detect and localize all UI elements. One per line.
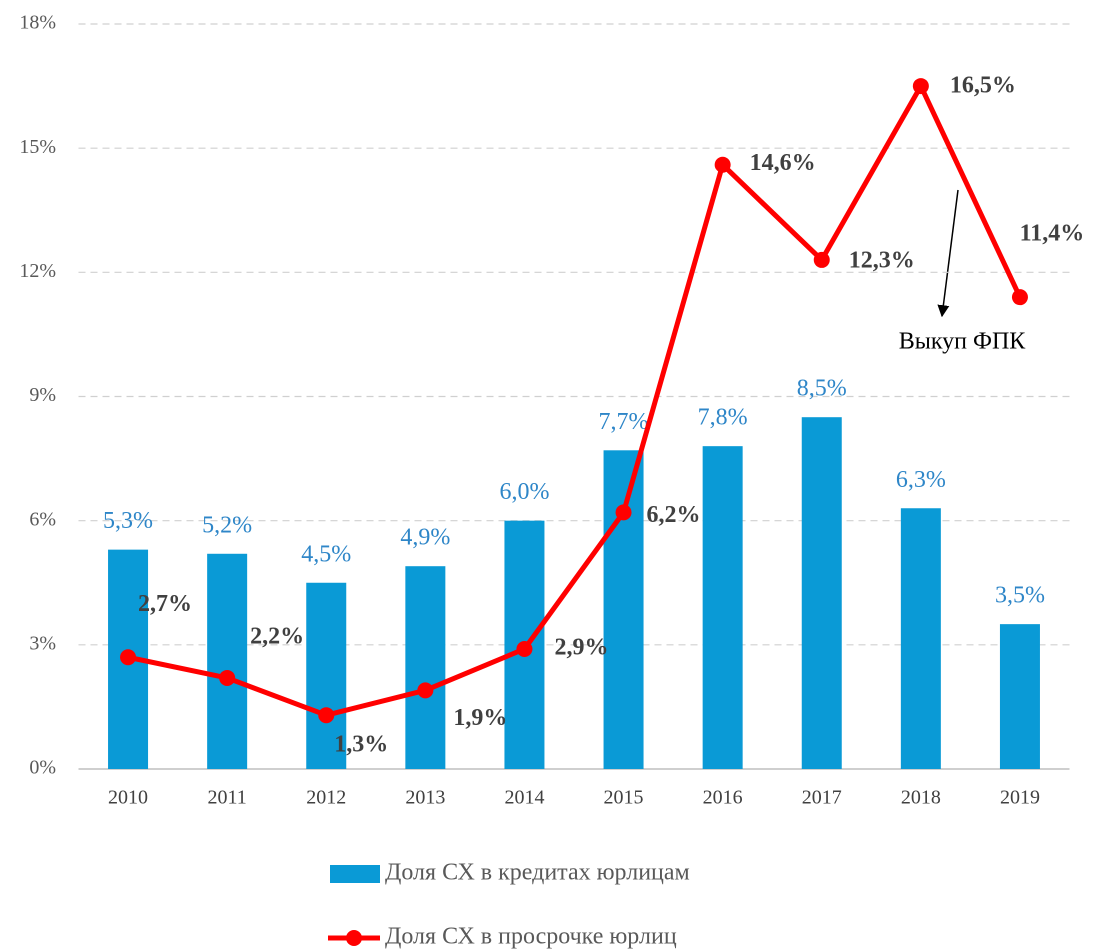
x-tick-label: 2018 [901,787,941,809]
y-tick-label: 12% [19,260,56,282]
line-value-label: 2,9% [554,634,608,660]
y-tick-label: 3% [29,632,56,654]
bar-value-label: 7,7% [599,409,649,435]
legend-swatch-marker [346,930,362,946]
legend-swatch [330,865,380,883]
x-tick-label: 2013 [405,787,445,809]
bar [603,450,644,769]
x-tick-label: 2014 [504,787,544,809]
bar-value-label: 4,9% [400,525,450,551]
bar-value-label: 4,5% [301,541,351,567]
line-marker [1011,289,1028,306]
line-value-label: 14,6% [750,150,816,176]
line-value-label: 2,7% [138,591,192,617]
line-marker [516,640,533,657]
line-value-label: 16,5% [950,73,1016,99]
bar [801,417,842,769]
bar-value-label: 7,8% [698,405,748,431]
bar-value-label: 6,0% [499,479,549,505]
line-marker [417,682,434,699]
annotation-arrow [937,189,959,318]
line-marker [813,251,830,268]
bar [405,566,446,769]
bar [900,508,941,769]
x-tick-label: 2010 [108,787,148,809]
bar [306,582,347,769]
bar-value-label: 3,5% [995,583,1045,609]
bar-value-label: 5,2% [202,512,252,538]
legend-label: Доля СХ в кредитах юрлицам [385,860,690,886]
x-tick-label: 2017 [802,787,842,809]
line-value-label: 11,4% [1020,221,1085,247]
line-value-label: 12,3% [849,247,915,273]
y-tick-label: 0% [29,757,56,779]
line [127,83,1023,718]
x-tick-label: 2015 [604,787,644,809]
line-marker [912,78,929,95]
y-tick-label: 18% [19,12,56,34]
line-value-label: 2,2% [250,623,304,649]
bar [999,624,1040,769]
bar-value-label: 8,5% [797,376,847,402]
legend-label: Доля СХ в просрочке юрлиц [385,924,677,949]
bar [702,446,743,769]
annotation: Выкуп ФПК [899,329,1027,355]
y-tick-label: 9% [29,384,56,406]
line-value-label: 1,3% [334,732,388,758]
line-marker [714,156,731,173]
x-tick-label: 2019 [1000,787,1040,809]
line-value-label: 1,9% [453,705,507,731]
y-tick-label: 15% [19,136,56,158]
y-tick-label: 6% [29,508,56,530]
line-marker [615,504,632,521]
bar-value-label: 6,3% [896,467,946,493]
line-marker [318,707,335,724]
line-marker [219,669,236,686]
x-tick-label: 2016 [703,787,743,809]
x-tick-label: 2012 [306,787,346,809]
bar-value-label: 5,3% [103,508,153,534]
bar [207,553,248,769]
x-tick-label: 2011 [208,787,247,809]
line-value-label: 6,2% [647,502,701,528]
line-marker [120,649,137,666]
